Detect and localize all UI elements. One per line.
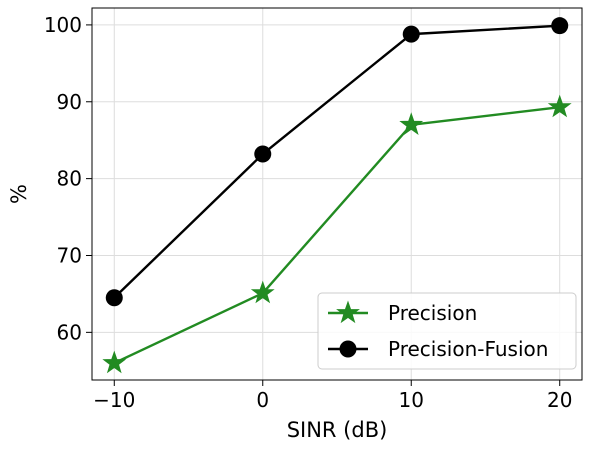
data-point <box>254 145 272 163</box>
series-precision-fusion <box>105 17 569 307</box>
x-axis-label: SINR (dB) <box>287 418 388 442</box>
data-point <box>399 112 424 135</box>
plot-frame <box>91 7 583 381</box>
data-point <box>547 94 572 118</box>
y-axis-label: % <box>7 184 31 204</box>
data-point <box>250 280 275 304</box>
y-tick-label: 100 <box>44 13 82 37</box>
legend-marker <box>336 300 360 324</box>
x-tick-label: 0 <box>256 388 269 412</box>
legend-label: Precision-Fusion <box>388 337 548 361</box>
data-point <box>102 350 127 374</box>
x-tick-label: 20 <box>547 388 572 412</box>
y-tick-label: 60 <box>57 320 82 344</box>
legend-box <box>317 292 577 370</box>
legend-label: Precision <box>388 301 477 325</box>
y-tick-label: 80 <box>57 167 82 191</box>
x-tick-label: −10 <box>93 388 135 412</box>
data-point <box>551 17 569 35</box>
series-line <box>113 105 560 365</box>
series-precision <box>102 94 572 374</box>
legend-marker <box>339 340 357 358</box>
x-tick-label: 10 <box>399 388 424 412</box>
y-tick-label: 90 <box>57 90 82 114</box>
data-point <box>402 25 420 43</box>
legend: Precision Precision-Fusion <box>317 292 577 370</box>
y-tick-label: 70 <box>57 243 82 267</box>
data-point <box>105 289 123 307</box>
series-layer <box>102 17 572 374</box>
series-line <box>113 24 560 299</box>
axis-ticks: −10 0 10 20 60 70 80 90 100 <box>44 13 573 412</box>
